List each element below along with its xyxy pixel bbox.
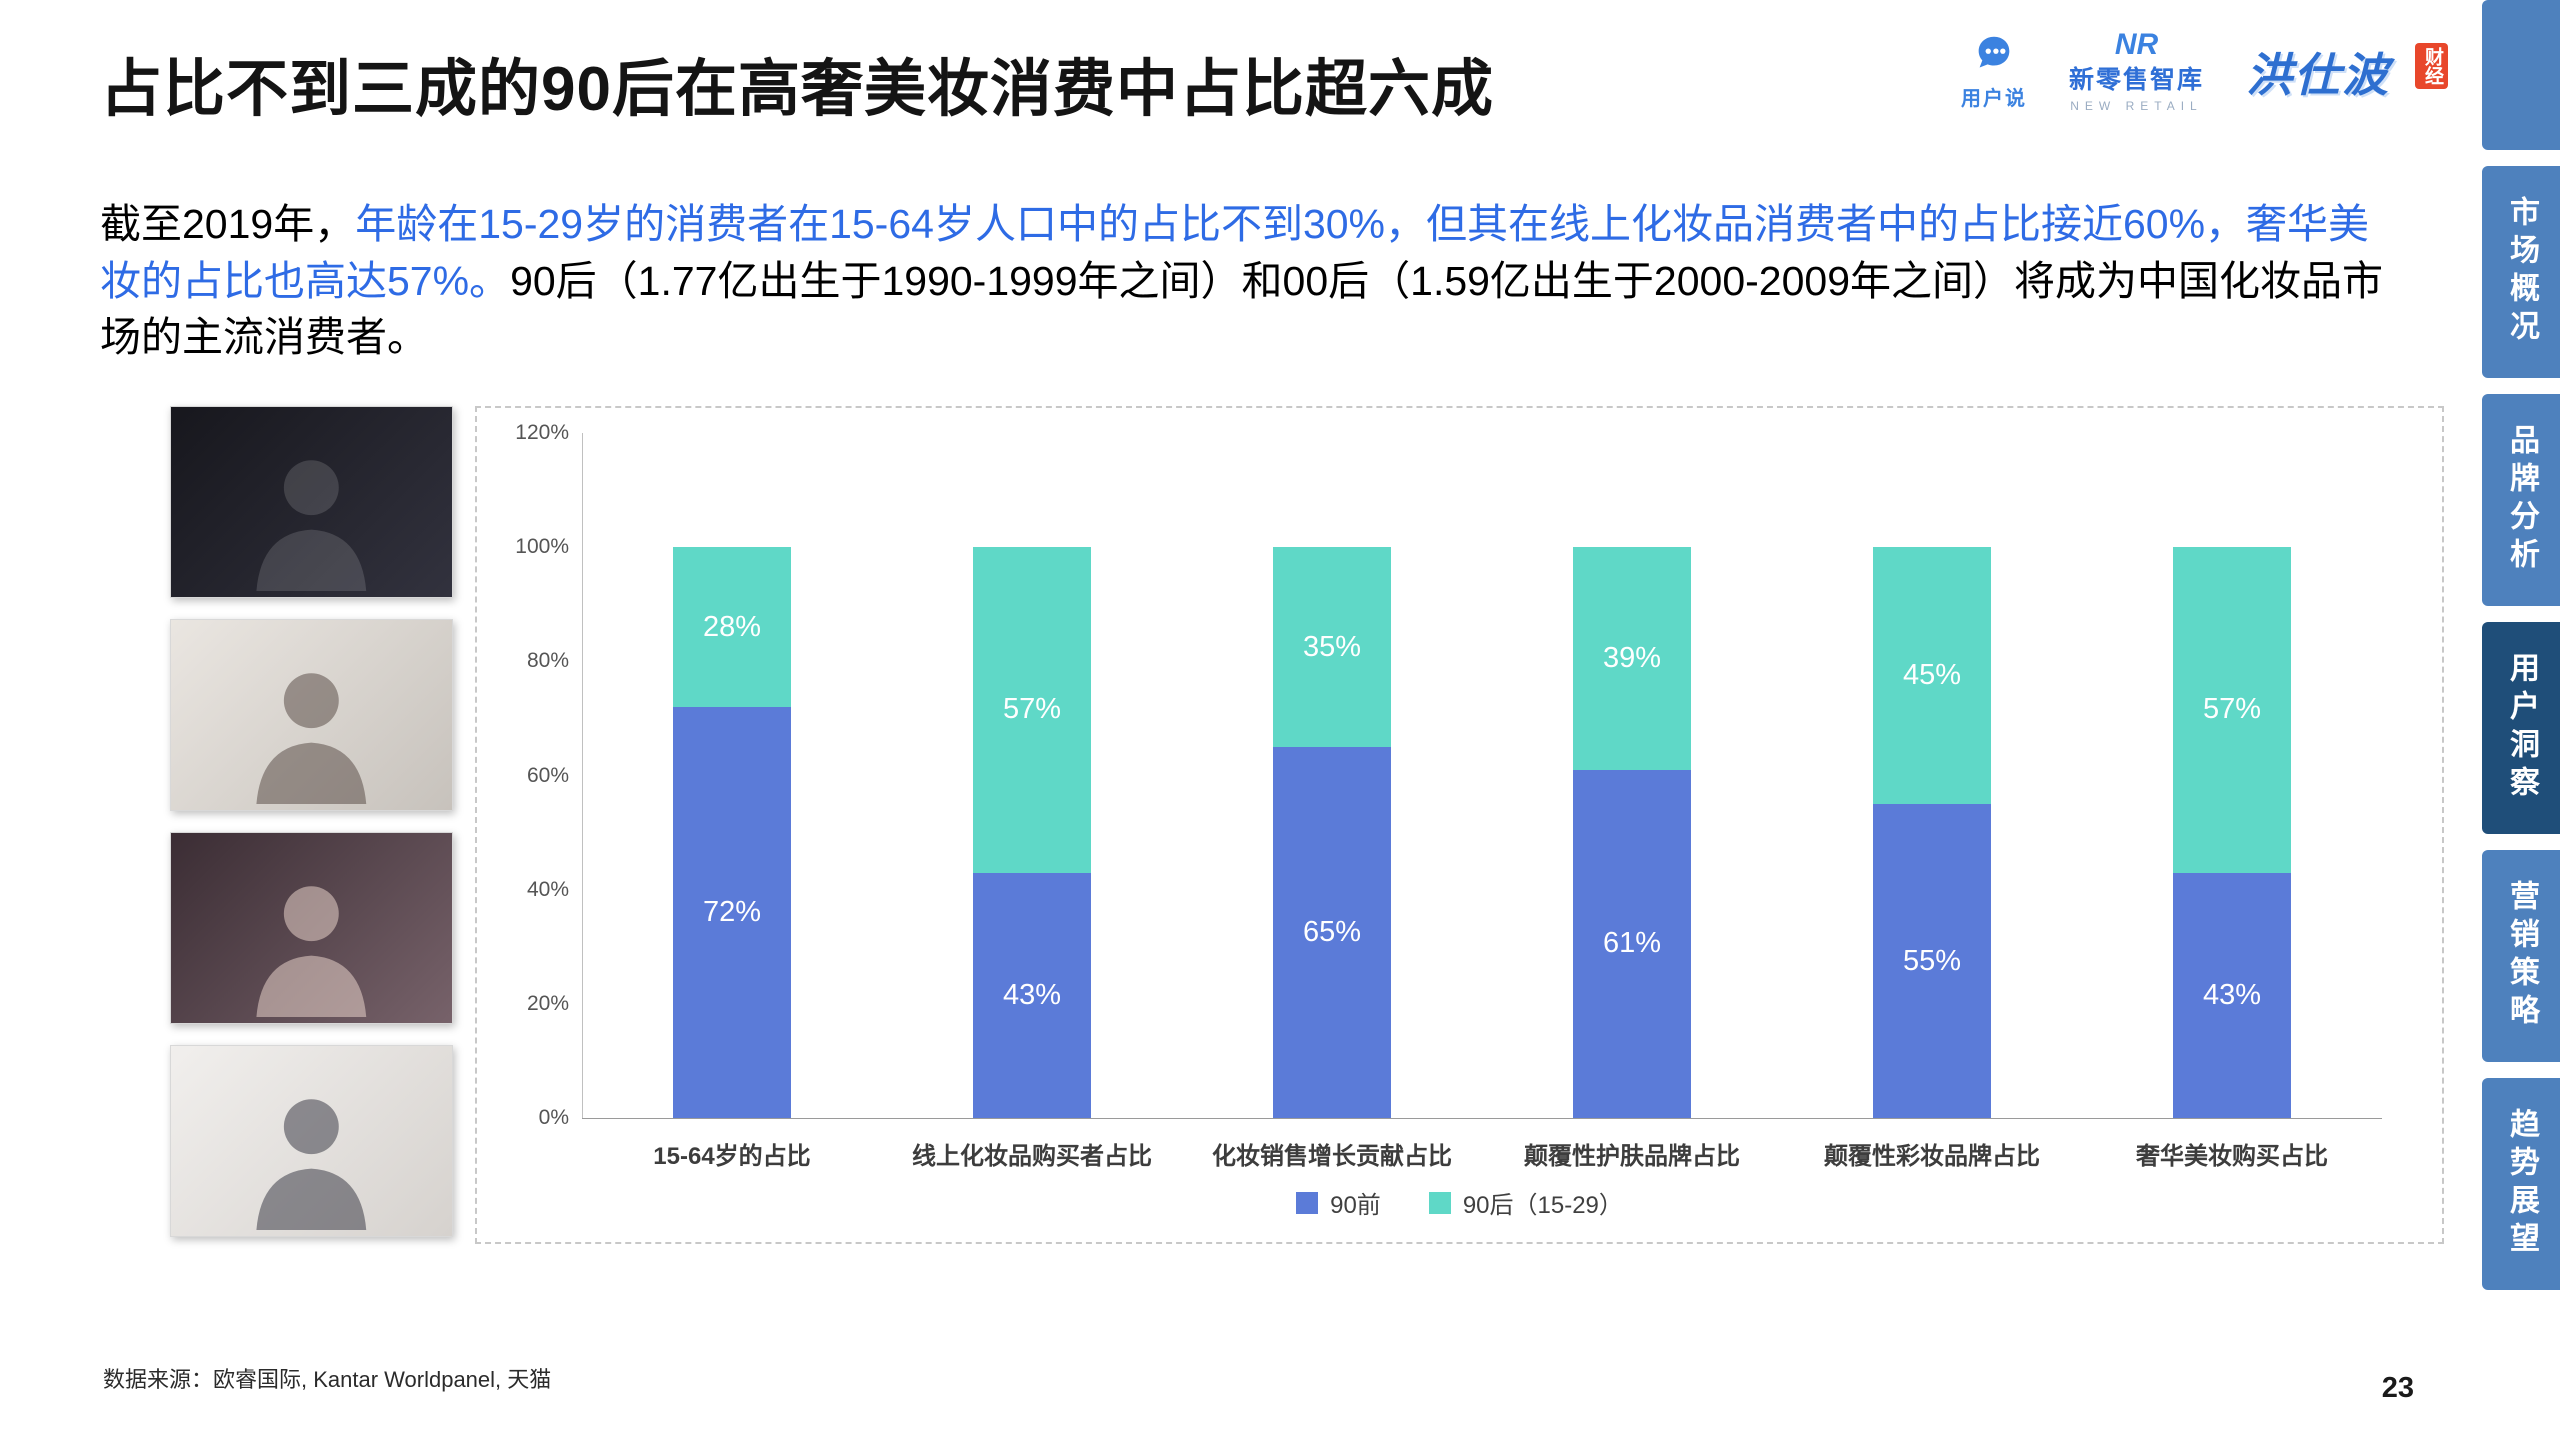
person-silhouette-icon	[256, 885, 367, 1017]
category-label: 化妆销售增长贡献占比	[1212, 1143, 1452, 1170]
y-tick-label: 60%	[526, 763, 569, 787]
bar-segment: 43%	[2173, 872, 2291, 1118]
sidebar-item-market-overview[interactable]: 市场概况	[2482, 166, 2560, 378]
y-axis-line	[582, 433, 583, 1118]
bar-group: 57% 43% 奢华美妆购买占比	[2082, 433, 2382, 1171]
page-title: 占比不到三成的90后在高奢美妆消费中占比超六成	[100, 55, 1494, 124]
intro-part-1: 截至2019年，	[100, 201, 356, 247]
logo-yonghushuo: 用户说	[1961, 32, 2027, 111]
chart-legend: 90前 90后（15-29）	[477, 1185, 2442, 1220]
y-tick-label: 80%	[526, 649, 569, 673]
bar-segment: 57%	[973, 547, 1091, 873]
x-axis-line	[582, 1118, 2382, 1119]
model-photo-1	[170, 406, 453, 598]
bar-segment: 61%	[1573, 769, 1691, 1118]
legend-swatch	[1428, 1191, 1451, 1214]
bar-group: 39% 61% 颠覆性护肤品牌占比	[1482, 433, 1782, 1171]
y-tick-label: 0%	[538, 1106, 569, 1129]
bar-stack: 57% 43%	[2173, 433, 2291, 1118]
bar-segment: 35%	[1273, 547, 1391, 747]
intro-part-3: 90后（1.77亿出生于1990-1999年之间）和00后（1.59亿出生于20…	[100, 257, 2384, 361]
data-source-note: 数据来源：欧睿国际, Kantar Worldpanel, 天猫	[103, 1367, 552, 1392]
model-photo-strip	[170, 406, 453, 1258]
bar-stack: 57% 43%	[973, 433, 1091, 1118]
category-label: 线上化妆品购买者占比	[912, 1143, 1152, 1170]
header-logos: 用户说 NR 新零售智库 NEW RETAIL 洪仕波 财经	[1961, 30, 2448, 113]
bar-segment: 43%	[973, 872, 1091, 1118]
bar-segment: 39%	[1573, 547, 1691, 770]
bar-group: 28% 72% 15-64岁的占比	[582, 433, 882, 1171]
logo-hongshibo-badge: 财经	[2415, 42, 2448, 89]
bar-group: 57% 43% 线上化妆品购买者占比	[882, 433, 1182, 1171]
legend-item: 90前	[1296, 1185, 1381, 1220]
category-label: 奢华美妆购买占比	[2136, 1143, 2328, 1170]
bar-stack: 35% 65%	[1273, 433, 1391, 1118]
stacked-bar-chart: 0% 20% 40% 60% 80% 100% 120% 28% 72% 15-64岁的占比 57…	[475, 406, 2444, 1244]
speech-bird-icon	[1978, 36, 2010, 68]
page-number: 23	[2381, 1372, 2414, 1404]
bar-group: 45% 55% 颠覆性彩妆品牌占比	[1782, 433, 2082, 1171]
logo-hongshibo: 洪仕波 财经	[2246, 39, 2448, 105]
bar-stack: 39% 61%	[1573, 433, 1691, 1118]
category-label: 颠覆性护肤品牌占比	[1524, 1143, 1740, 1170]
bar-segment: 28%	[673, 547, 791, 707]
person-silhouette-icon	[256, 459, 367, 591]
bar-segment: 45%	[1873, 547, 1991, 805]
logo-hongshibo-label: 洪仕波	[2246, 48, 2390, 101]
bar-segment: 57%	[2173, 547, 2291, 873]
legend-swatch	[1296, 1191, 1319, 1214]
logo-yonghushuo-label: 用户说	[1960, 88, 2027, 110]
bar-stack: 28% 72%	[673, 433, 791, 1118]
bar-stack: 45% 55%	[1873, 433, 1991, 1118]
model-photo-2	[170, 619, 453, 811]
y-axis-ticks: 0% 20% 40% 60% 80% 100% 120%	[487, 422, 569, 1129]
intro-part-highlight: 年龄在15-29岁的消费者在15-64岁人口中的占比不到30%，但其在线上化妆品…	[100, 201, 2370, 304]
sidebar-items: 市场概况 品牌分析 用户洞察 营销策略 趋势展望	[2482, 166, 2560, 1290]
legend-label: 90前	[1330, 1192, 1381, 1219]
y-tick-label: 20%	[526, 991, 569, 1015]
logo-new-retail-label: 新零售智库	[2068, 66, 2204, 94]
logo-new-retail-sub: NEW RETAIL	[2070, 99, 2203, 113]
y-tick-label: 100%	[515, 535, 569, 559]
bar-group: 35% 65% 化妆销售增长贡献占比	[1182, 433, 1482, 1171]
category-label: 15-64岁的占比	[653, 1143, 811, 1170]
sidebar-item-marketing-strategy[interactable]: 营销策略	[2482, 850, 2560, 1062]
bar-segment: 72%	[673, 707, 791, 1118]
sidebar-item-user-insight[interactable]: 用户洞察	[2482, 622, 2560, 834]
person-silhouette-icon	[256, 672, 367, 804]
category-label: 颠覆性彩妆品牌占比	[1824, 1143, 2040, 1170]
model-photo-4	[170, 1045, 453, 1237]
model-photo-3	[170, 832, 453, 1024]
intro-paragraph: 截至2019年，年龄在15-29岁的消费者在15-64岁人口中的占比不到30%，…	[100, 196, 2400, 366]
bar-area: 28% 72% 15-64岁的占比 57% 43% 线上化妆品购买者占比 35% 65% 化妆销…	[582, 433, 2382, 1171]
section-nav-sidebar: 市场概况 品牌分析 用户洞察 营销策略 趋势展望	[2482, 0, 2560, 1440]
sidebar-item-brand-analysis[interactable]: 品牌分析	[2482, 394, 2560, 606]
y-tick-label: 120%	[515, 421, 569, 444]
logo-nr-monogram: NR	[2114, 28, 2159, 61]
person-silhouette-icon	[256, 1098, 367, 1230]
sidebar-top-block	[2482, 0, 2560, 150]
logo-new-retail: NR 新零售智库 NEW RETAIL	[2068, 28, 2204, 114]
bar-segment: 55%	[1873, 804, 1991, 1118]
legend-item: 90后（15-29）	[1428, 1185, 1623, 1220]
sidebar-item-trend-outlook[interactable]: 趋势展望	[2482, 1078, 2560, 1290]
y-tick-label: 40%	[526, 877, 569, 901]
legend-label: 90后（15-29）	[1462, 1192, 1623, 1219]
bar-segment: 65%	[1273, 746, 1391, 1118]
